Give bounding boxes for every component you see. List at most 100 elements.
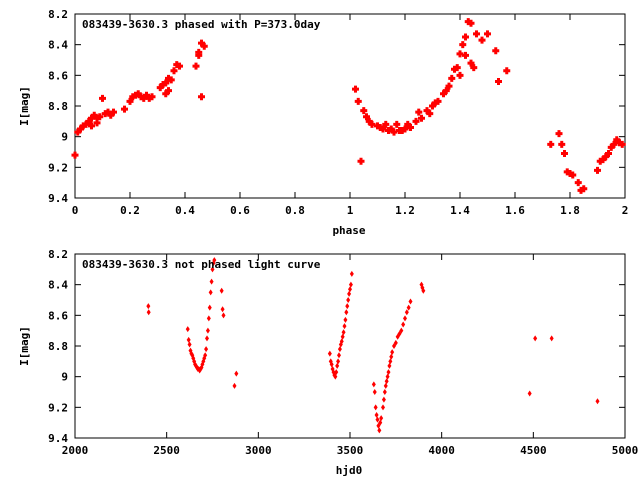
phased-data-point [407, 123, 414, 131]
phased-x-tick-label: 0.2 [120, 204, 140, 217]
unphased-x-tick-label: 4000 [428, 444, 455, 457]
phased-data-point [610, 140, 618, 148]
phased-data-point [143, 91, 150, 99]
unphased-data-point [375, 416, 380, 423]
phased-data-point [596, 157, 604, 165]
unphased-data-point [388, 358, 393, 365]
phased-data-point [354, 97, 362, 105]
unphased-y-ticks: 8.2 8.4 8.6 8.8 9 9.2 9.4 [48, 248, 625, 445]
unphased-data-point [377, 427, 382, 434]
phased-plot-frame [74, 13, 626, 199]
unphased-data-point [220, 306, 225, 313]
phased-x-tick-label: 0.8 [285, 204, 305, 217]
unphased-data-point [404, 309, 409, 316]
unphased-data-point [389, 353, 394, 360]
phased-x-tick-label: 0.4 [175, 204, 195, 217]
phased-data-point [137, 93, 145, 101]
phased-data-point [379, 125, 387, 133]
phased-x-tick-label: 1.6 [505, 204, 525, 217]
phased-y-tick-label: 8.4 [48, 39, 68, 52]
phased-data-point [398, 127, 406, 135]
phased-x-axis-label: phase [332, 224, 365, 237]
unphased-x-tick-label: 2000 [62, 444, 89, 457]
phased-data-point [459, 41, 467, 49]
phased-data-point [71, 151, 79, 159]
phased-data-point [90, 111, 98, 119]
unphased-data-point [205, 335, 209, 342]
unphased-y-tick-label: 8.4 [48, 279, 68, 292]
unphased-data-point [209, 278, 214, 285]
phased-data-point [121, 105, 128, 113]
phased-y-tick-label: 9.2 [48, 161, 68, 174]
phased-data-point [492, 47, 500, 55]
unphased-points [146, 257, 600, 434]
unphased-data-point [403, 315, 407, 322]
unphased-data-point [527, 390, 532, 397]
unphased-y-tick-label: 9.2 [48, 401, 68, 414]
phased-data-point [198, 39, 205, 47]
unphased-x-tick-label: 3000 [245, 444, 272, 457]
phased-data-point [547, 140, 555, 148]
phased-data-point [580, 185, 588, 193]
phased-x-tick-label: 0.6 [230, 204, 250, 217]
unphased-data-point [381, 396, 386, 403]
phased-data-point [462, 33, 469, 41]
unphased-data-point [373, 404, 378, 411]
unphased-data-point [348, 281, 353, 288]
unphased-x-tick-label: 2500 [153, 444, 180, 457]
unphased-data-point [383, 382, 388, 389]
unphased-data-point [408, 298, 413, 305]
phased-y-axis-label: I[mag] [18, 86, 31, 126]
phased-data-point [569, 171, 577, 179]
phased-data-point [445, 82, 453, 90]
unphased-data-point [204, 346, 209, 353]
unphased-data-point [187, 341, 192, 348]
unphased-data-point [340, 333, 345, 340]
phased-data-point [357, 157, 365, 165]
unphased-data-point [378, 419, 383, 426]
phased-data-point [376, 123, 384, 131]
unphased-x-ticks: 2000 2500 3000 3500 4000 4500 5000 [62, 254, 639, 457]
phased-data-point [618, 140, 626, 148]
phased-data-point [145, 94, 153, 102]
phased-y-tick-label: 9.4 [48, 192, 68, 205]
unphased-y-axis-label: I[mag] [18, 326, 31, 366]
unphased-data-point [347, 290, 352, 297]
phased-data-point [555, 130, 563, 138]
phased-data-point [374, 122, 381, 130]
unphased-data-point [406, 304, 411, 311]
unphased-data-point [390, 349, 395, 356]
unphased-data-point [345, 303, 350, 310]
phased-data-point [382, 120, 390, 128]
phased-data-point [431, 99, 439, 107]
unphased-data-point [349, 270, 354, 277]
unphased-data-point [146, 303, 151, 310]
phased-data-point [401, 125, 409, 133]
unphased-data-point [219, 287, 224, 294]
phased-data-point [107, 111, 115, 119]
unphased-data-point [549, 335, 554, 342]
unphased-data-point [341, 329, 346, 336]
phased-data-point [412, 117, 420, 125]
phased-data-point [159, 81, 167, 89]
phased-data-point [170, 67, 178, 75]
unphased-data-point [339, 338, 344, 345]
unphased-x-tick-label: 5000 [612, 444, 639, 457]
phased-data-point [96, 113, 104, 121]
unphased-x-axis-label: hjd0 [336, 464, 363, 477]
unphased-data-point [399, 327, 404, 334]
unphased-data-point [393, 339, 398, 346]
phased-data-point [566, 169, 574, 177]
unphased-data-point [386, 369, 391, 376]
phased-points [71, 18, 626, 194]
phased-data-point [167, 76, 175, 84]
phased-y-ticks: 8.2 8.4 8.6 8.8 9 9.2 9.4 [48, 8, 625, 205]
unphased-data-point [343, 316, 348, 323]
unphased-data-point [337, 346, 342, 353]
unphased-y-tick-label: 9.4 [48, 432, 68, 445]
unphased-data-point [344, 309, 349, 316]
phased-data-point [605, 150, 612, 158]
phased-panel-title: 083439-3630.3 phased with P=373.0day [82, 18, 321, 31]
phased-data-point [192, 62, 200, 70]
